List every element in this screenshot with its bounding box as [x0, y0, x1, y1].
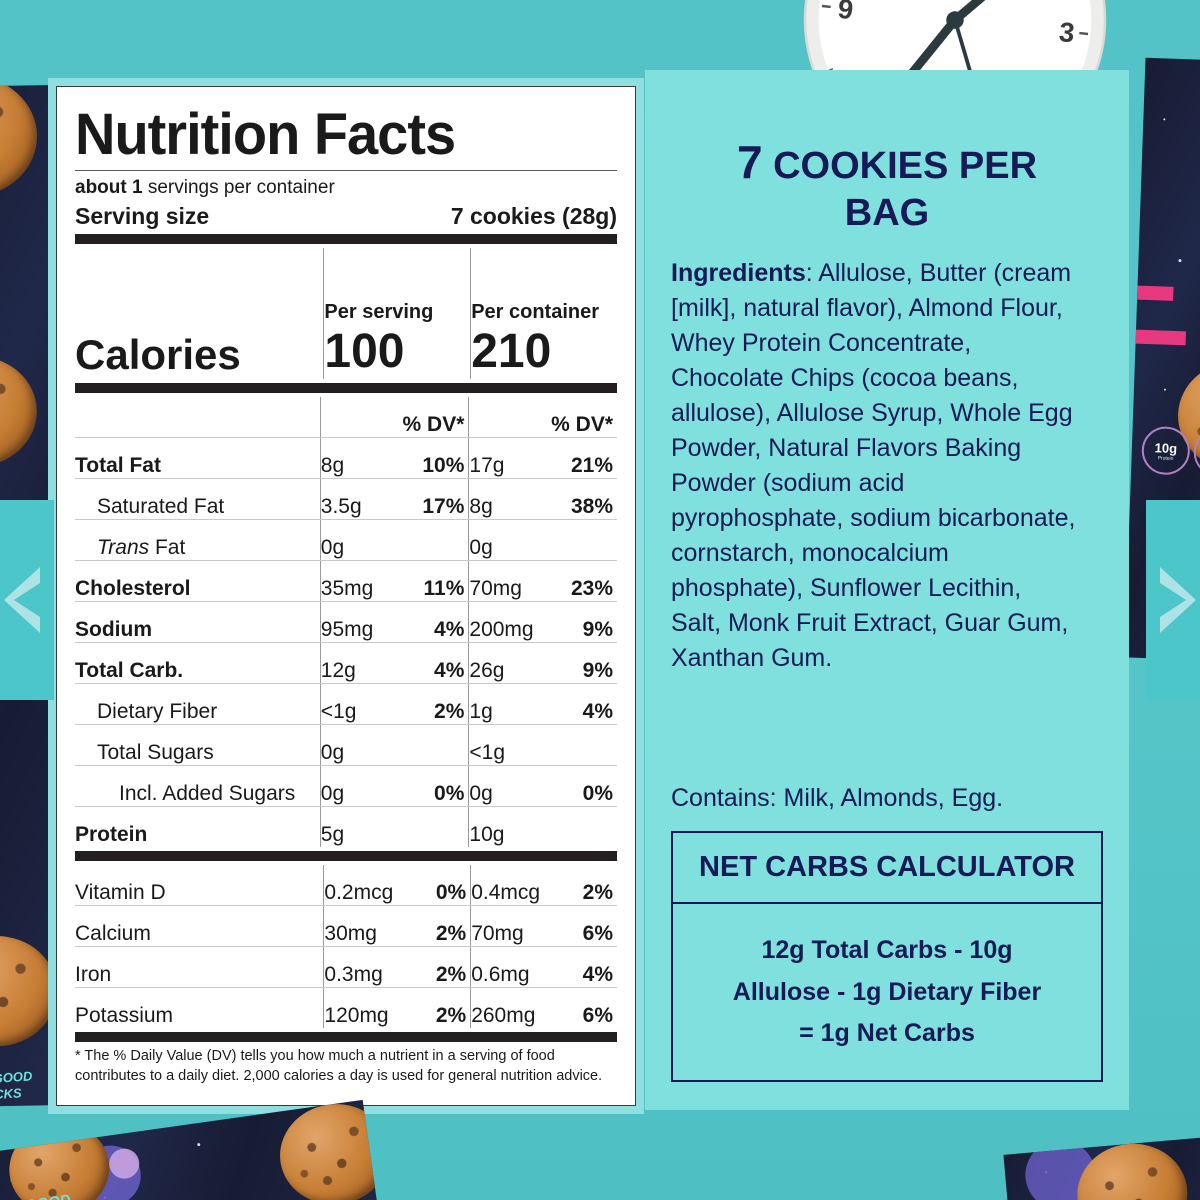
- svg-text:3: 3: [1058, 16, 1076, 48]
